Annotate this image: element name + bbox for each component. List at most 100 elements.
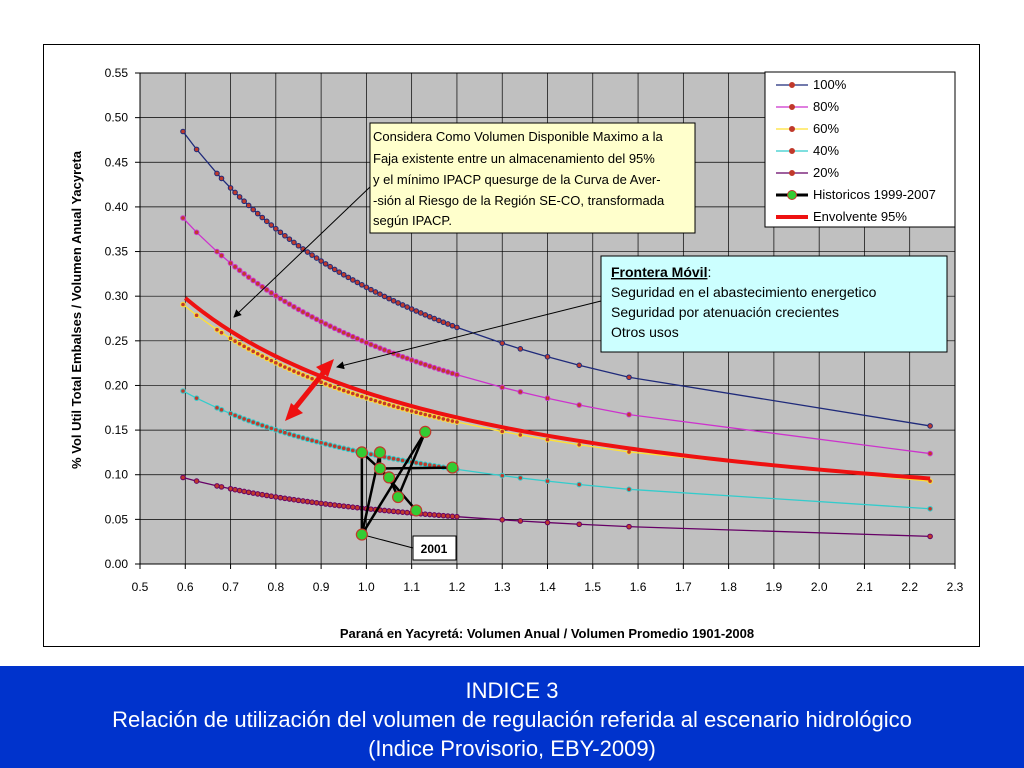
- series-point-1: [408, 357, 415, 363]
- series-point-3: [268, 425, 275, 432]
- annotation-volume-note: Considera Como Volumen Disponible Maximo…: [369, 122, 696, 234]
- series-point-1: [413, 358, 419, 365]
- series-point-0: [390, 297, 397, 304]
- series-point-1: [263, 287, 270, 293]
- historicos-point: [410, 504, 423, 517]
- series-point-2: [408, 408, 415, 414]
- historicos-point: [373, 462, 387, 475]
- series-point-4: [381, 507, 388, 514]
- series-point-0: [291, 239, 297, 246]
- series-point-4: [263, 492, 270, 499]
- annotation-1-line: Faja existente entre un almacenamiento d…: [373, 151, 655, 166]
- series-point-4: [304, 498, 311, 505]
- series-point-2: [259, 353, 266, 359]
- series-point-0: [282, 232, 288, 239]
- series-point-4: [422, 511, 429, 517]
- series-point-0: [499, 340, 506, 346]
- series-point-2: [300, 372, 306, 378]
- series-point-2: [268, 357, 275, 364]
- series-point-3: [544, 478, 551, 484]
- series-point-3: [417, 460, 424, 467]
- series-point-1: [426, 363, 433, 369]
- historicos-point: [446, 461, 459, 474]
- series-point-0: [309, 252, 315, 258]
- series-point-3: [322, 441, 329, 447]
- series-point-0: [277, 229, 284, 236]
- series-point-0: [576, 362, 582, 369]
- annotation-frontera-movil: Frontera Móvil: Seguridad en el abasteci…: [600, 255, 948, 353]
- legend-label: Historicos 1999-2007: [813, 187, 936, 202]
- series-point-2: [449, 418, 456, 424]
- series-point-4: [927, 533, 933, 540]
- series-point-4: [386, 508, 392, 514]
- historicos-point: [355, 528, 368, 541]
- series-point-3: [336, 444, 343, 451]
- series-point-2: [499, 428, 506, 435]
- series-layer: [180, 128, 933, 549]
- series-point-1: [322, 321, 329, 327]
- series-point-1: [227, 260, 234, 266]
- legend-swatch-marker: [789, 104, 795, 110]
- series-point-0: [445, 321, 451, 327]
- series-point-3: [422, 461, 429, 468]
- series-point-4: [517, 518, 524, 524]
- series-point-1: [241, 270, 247, 277]
- series-point-4: [313, 500, 320, 506]
- y-axis-label: % Vol Util Total Embalses / Volumen Anua…: [69, 150, 84, 469]
- series-point-3: [386, 455, 392, 461]
- series-point-4: [232, 486, 238, 493]
- series-point-1: [309, 314, 315, 320]
- label-2001: 2001: [412, 535, 457, 561]
- footer-subtitle-2: (Indice Provisorio, EBY-2009): [368, 736, 656, 761]
- series-point-3: [345, 446, 352, 453]
- historicos-point: [373, 446, 387, 459]
- annotation-2-line: Otros usos: [611, 324, 679, 340]
- legend-label: 80%: [813, 99, 839, 114]
- series-point-0: [232, 189, 238, 196]
- series-point-0: [331, 266, 338, 273]
- series-point-0: [345, 274, 352, 281]
- series-point-3: [309, 437, 315, 444]
- legend-label: 100%: [813, 77, 847, 92]
- series-point-3: [236, 414, 243, 420]
- series-point-4: [499, 517, 506, 523]
- series-point-4: [445, 513, 451, 519]
- series-point-1: [291, 303, 297, 310]
- series-point-1: [517, 389, 524, 395]
- series-point-1: [282, 298, 288, 305]
- series-point-2: [273, 360, 279, 366]
- series-point-1: [250, 277, 256, 284]
- series-point-2: [193, 312, 200, 319]
- series-point-4: [282, 495, 288, 502]
- legend-swatch-marker: [789, 170, 795, 176]
- series-point-3: [327, 442, 333, 448]
- y-tick-label: 0.50: [105, 111, 129, 125]
- series-point-0: [413, 308, 419, 314]
- series-point-4: [250, 490, 256, 496]
- series-point-0: [241, 198, 247, 205]
- x-tick-label: 0.8: [267, 580, 284, 594]
- series-point-2: [245, 346, 252, 352]
- series-point-3: [250, 419, 256, 426]
- series-point-2: [377, 399, 383, 405]
- series-point-2: [363, 395, 370, 401]
- series-point-2: [250, 348, 256, 355]
- series-point-1: [313, 316, 320, 323]
- series-point-0: [268, 222, 275, 228]
- historicos-point: [391, 490, 405, 504]
- series-point-4: [426, 511, 433, 518]
- series-point-2: [426, 412, 433, 419]
- x-axis-label: Paraná en Yacyretá: Volumen Anual / Volu…: [340, 626, 754, 641]
- series-point-1: [254, 280, 261, 287]
- series-point-0: [354, 279, 361, 286]
- series-point-4: [180, 474, 186, 481]
- x-tick-label: 2.3: [947, 580, 964, 594]
- series-point-3: [214, 404, 220, 411]
- annotation-1-line: Considera Como Volumen Disponible Maximo…: [373, 129, 664, 144]
- series-point-4: [193, 478, 200, 484]
- legend-swatch-marker: [789, 82, 795, 88]
- series-point-1: [422, 361, 429, 368]
- series-point-0: [218, 175, 225, 182]
- series-point-4: [354, 504, 361, 511]
- series-point-1: [927, 450, 933, 457]
